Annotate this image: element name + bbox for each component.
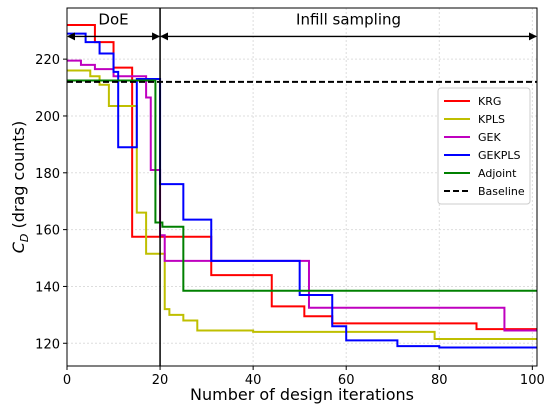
plot-frame xyxy=(66,7,538,367)
y-axis-label: CD (drag counts) xyxy=(9,121,31,253)
x-tick-label: 40 xyxy=(245,373,262,388)
step-line xyxy=(67,69,537,341)
x-tick-label: 20 xyxy=(152,373,169,388)
step-line xyxy=(67,24,537,331)
y-label-main: C xyxy=(9,241,28,253)
legend-label: GEK xyxy=(478,131,501,144)
y-label-rest: (drag counts) xyxy=(9,121,28,234)
step-line xyxy=(67,32,537,349)
y-tick-label: 200 xyxy=(35,110,60,125)
y-tick-label: 160 xyxy=(35,224,60,239)
y-tick-label: 120 xyxy=(35,337,60,352)
x-axis-label: Number of design iterations xyxy=(190,385,414,404)
y-tick-label: 140 xyxy=(35,280,60,295)
y-tick-label: 180 xyxy=(35,167,60,182)
step-line xyxy=(67,79,537,292)
legend-label: Adjoint xyxy=(478,167,517,180)
x-tick-label: 80 xyxy=(431,373,448,388)
x-tick-label: 100 xyxy=(520,373,545,388)
legend-label: KRG xyxy=(478,95,501,108)
legend-box xyxy=(437,87,531,205)
legend-label: GEKPLS xyxy=(478,149,520,162)
annotation-text: DoE xyxy=(98,10,128,28)
x-tick-label: 0 xyxy=(63,373,71,388)
x-tick-label: 60 xyxy=(338,373,355,388)
annotation-text: Infill sampling xyxy=(296,10,401,28)
legend-label: KPLS xyxy=(478,113,505,126)
step-line xyxy=(67,59,537,332)
y-tick-label: 220 xyxy=(35,53,60,68)
y-label-sub: D xyxy=(18,234,31,242)
legend-label: Baseline xyxy=(478,185,525,198)
